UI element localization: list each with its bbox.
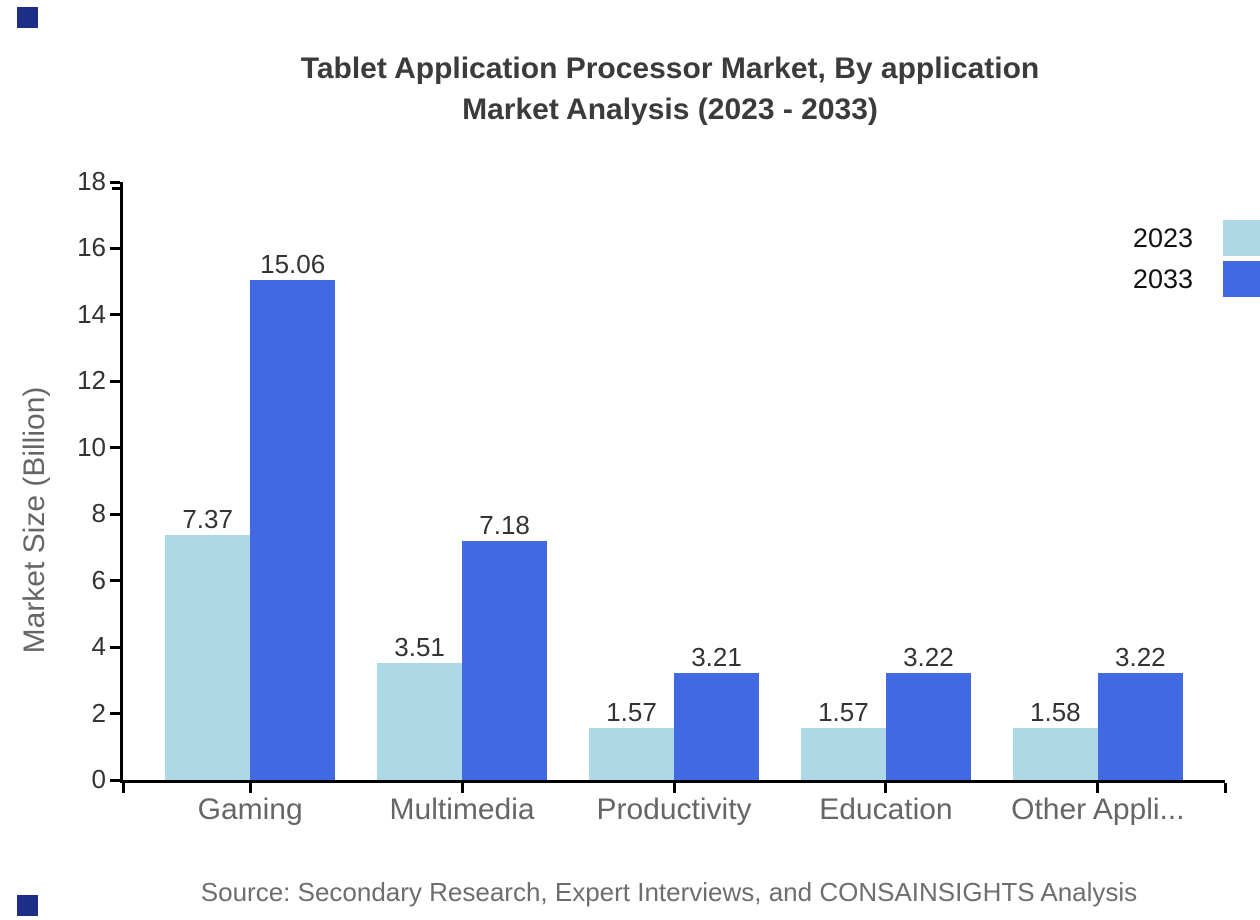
legend-swatch xyxy=(1223,220,1260,256)
x-category-label: Other Appli... xyxy=(1011,793,1185,826)
bar-2033 xyxy=(1097,673,1183,780)
y-tick xyxy=(110,579,120,583)
y-tick xyxy=(110,712,120,716)
bar-2033 xyxy=(250,279,336,780)
legend-item: 2023 xyxy=(1133,220,1260,256)
x-tick xyxy=(672,783,676,793)
value-label: 3.22 xyxy=(1115,642,1166,673)
y-axis-top-cap xyxy=(112,186,120,190)
bar-2023 xyxy=(1012,727,1098,780)
y-tick xyxy=(110,246,120,250)
x-category-label: Gaming xyxy=(197,793,303,826)
value-label: 15.06 xyxy=(260,248,326,279)
x-tick xyxy=(884,783,888,793)
legend-swatch xyxy=(1223,261,1260,297)
y-tick-label: 0 xyxy=(91,764,106,794)
plot-area: 7.37 15.06 Gaming 3.51 7.18 Multimedia 1.57 3.2… xyxy=(110,180,1227,826)
value-label: 7.18 xyxy=(479,510,530,541)
x-category-label: Multimedia xyxy=(389,793,535,826)
y-tick xyxy=(110,645,120,649)
bar-2033 xyxy=(462,541,548,780)
x-tick xyxy=(1096,783,1100,793)
value-label: 3.22 xyxy=(903,642,954,673)
value-label: 1.57 xyxy=(818,696,869,727)
brand-mark-bottom-left xyxy=(17,895,38,916)
y-tick-label: 18 xyxy=(77,166,106,196)
y-tick xyxy=(110,446,120,450)
bar-2023 xyxy=(800,727,886,780)
bar-2023 xyxy=(165,535,251,780)
legend: 2023 2033 xyxy=(1133,220,1260,297)
legend-label: 2023 xyxy=(1132,222,1193,253)
source-note: Source: Secondary Research, Expert Inter… xyxy=(200,877,1138,907)
value-label: 7.37 xyxy=(182,504,233,535)
x-category-label: Education xyxy=(819,793,953,826)
y-tick-label: 2 xyxy=(91,697,106,728)
x-category-label: Productivity xyxy=(596,793,752,826)
bar-2033 xyxy=(674,673,759,780)
value-label: 1.57 xyxy=(606,696,657,727)
legend-item: 2033 xyxy=(1133,261,1260,297)
brand-mark-top-left xyxy=(17,7,38,28)
chart-title-line2: Market Analysis (2023 - 2033) xyxy=(462,93,878,126)
x-tick xyxy=(460,783,464,793)
x-tick xyxy=(1223,783,1227,793)
y-tick-label: 14 xyxy=(77,298,106,329)
y-tick-label: 4 xyxy=(91,631,106,662)
bar-2023 xyxy=(377,663,463,780)
bar-2023 xyxy=(589,727,674,780)
y-tick xyxy=(110,512,120,516)
y-tick-label: 12 xyxy=(77,365,106,396)
chart-title: Tablet Application Processor Market, By … xyxy=(0,48,1260,130)
x-tick xyxy=(121,783,125,793)
value-label: 3.51 xyxy=(394,632,445,663)
bar-2033 xyxy=(885,673,971,780)
chart-title-line1: Tablet Application Processor Market, By … xyxy=(300,52,1040,85)
y-tick xyxy=(110,778,120,782)
y-tick xyxy=(110,379,120,383)
value-label: 3.21 xyxy=(691,642,742,673)
y-tick-label: 8 xyxy=(91,498,106,529)
y-tick-label: 6 xyxy=(91,564,106,595)
y-tick-label: 10 xyxy=(77,431,106,462)
y-tick-label: 16 xyxy=(77,232,106,263)
legend-label: 2033 xyxy=(1132,263,1193,294)
y-tick xyxy=(110,313,120,317)
value-label: 1.58 xyxy=(1030,696,1081,727)
y-tick xyxy=(110,180,120,184)
x-tick xyxy=(248,783,252,793)
